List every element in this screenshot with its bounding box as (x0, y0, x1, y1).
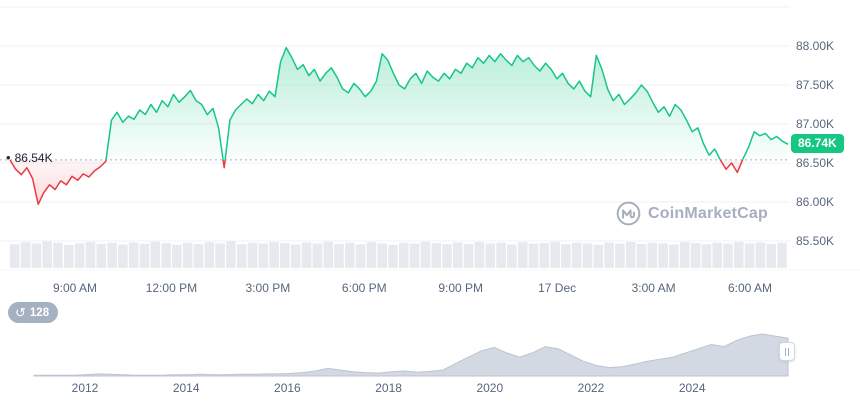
y-axis-label: 85.50K (796, 233, 835, 248)
price-area-up (106, 47, 788, 160)
x-axis-label: 3:00 PM (245, 281, 291, 295)
navigator-resize-handle[interactable] (779, 342, 795, 361)
year-label: 2024 (678, 381, 706, 395)
x-axis-label: 9:00 PM (438, 281, 484, 295)
watermark-text: CoinMarketCap (648, 204, 768, 222)
history-icon: ↺ (15, 305, 26, 320)
y-axis-label: 87.50K (796, 77, 835, 92)
year-label: 2012 (71, 381, 99, 395)
year-label: 2016 (274, 381, 301, 395)
y-axis-label: 86.00K (796, 194, 835, 209)
handle-grip-line (785, 347, 786, 356)
y-axis-label: 86.50K (796, 155, 835, 170)
baseline-price-value: 86.54K (14, 150, 53, 165)
price-chart-canvas[interactable] (0, 0, 860, 270)
coinmarketcap-logo-icon (616, 201, 641, 226)
handle-grip-line (788, 347, 789, 356)
year-label: 2014 (172, 381, 200, 395)
current-price-badge: 86.74K (791, 134, 844, 154)
history-count-badge: ↺ 128 (8, 302, 59, 323)
x-axis-label: 9:00 AM (52, 281, 98, 295)
baseline-dot-icon: • (6, 149, 11, 165)
x-axis-label: 6:00 AM (727, 281, 773, 295)
year-label: 2020 (476, 381, 504, 395)
year-label: 2022 (577, 381, 605, 395)
navigator-chart[interactable] (0, 328, 860, 380)
y-axis-label: 88.00K (796, 38, 835, 53)
baseline-price-label: • 86.54K (6, 151, 53, 165)
y-axis-label: 87.00K (796, 116, 835, 131)
price-line-up (10, 46, 789, 160)
x-axis-label: 6:00 PM (341, 281, 387, 295)
watermark: CoinMarketCap (616, 201, 768, 226)
volume-bars (10, 241, 787, 268)
price-area-down (10, 159, 788, 205)
x-axis-label: 17 Dec (538, 281, 577, 295)
x-axis-label: 3:00 AM (631, 281, 676, 295)
navigator-area (33, 333, 789, 377)
year-label: 2018 (375, 381, 402, 395)
x-axis-label: 12:00 PM (145, 281, 198, 295)
history-count: 128 (29, 306, 50, 319)
